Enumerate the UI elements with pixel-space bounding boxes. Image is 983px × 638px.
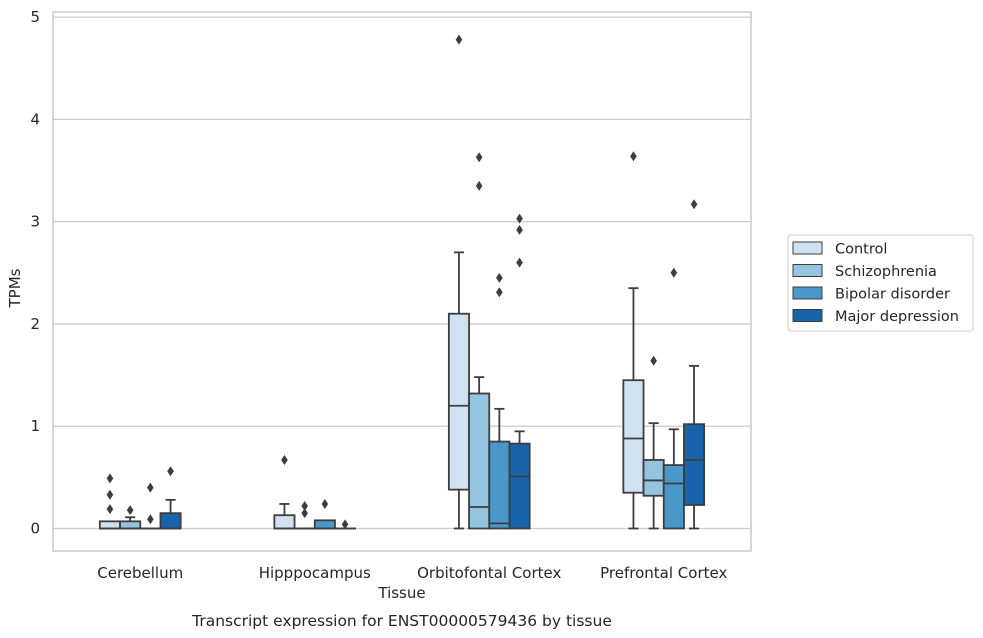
box-0-0 <box>98 473 121 530</box>
box-3-1 <box>642 355 665 530</box>
box-0-3 <box>159 466 182 530</box>
legend-swatch <box>792 286 823 300</box>
box-3-3 <box>683 199 706 530</box>
y-tick-label: 5 <box>30 8 40 26</box>
outlier-point <box>670 267 678 278</box>
box-body <box>683 423 706 506</box>
box-body <box>313 519 336 530</box>
legend: Control Schizophrenia Bipolar disorder Majo… <box>787 234 974 332</box>
box-0-1 <box>119 505 142 530</box>
legend-entry-label: Major depression <box>835 309 959 325</box>
legend-swatch <box>792 264 823 277</box>
y-tick-label: 2 <box>30 315 40 333</box>
box-2-0 <box>447 34 470 530</box>
outlier-point <box>516 213 523 224</box>
box-body <box>622 379 645 494</box>
box-3-2 <box>662 267 685 530</box>
box-1-3 <box>334 519 357 530</box>
outlier-point <box>301 500 308 511</box>
outlier-point <box>516 257 523 268</box>
y-tick-labels: 0 1 2 3 4 5 <box>30 8 40 537</box>
x-tick-labels: Cerebellum Hipppocampus Orbitofontal Corte… <box>97 564 727 582</box>
outlier-point <box>106 504 114 515</box>
legend-swatch <box>792 309 823 322</box>
outlier-point <box>516 224 523 235</box>
x-tick-label: Orbitofontal Cortex <box>417 564 561 582</box>
box-body <box>159 512 182 530</box>
box-1-1 <box>293 500 316 530</box>
outlier-point <box>496 287 503 298</box>
outlier-point <box>496 272 503 283</box>
outlier-point <box>106 473 114 484</box>
box-3-0 <box>622 151 645 530</box>
outlier-point <box>147 482 154 493</box>
box-1-0 <box>273 454 296 530</box>
box-0-2 <box>139 482 162 530</box>
x-tick-label: Hipppocampus <box>259 564 371 582</box>
box-body <box>508 442 531 530</box>
outlier-point <box>301 508 308 519</box>
outlier-point <box>455 34 463 45</box>
gridlines <box>53 16 751 530</box>
outlier-point <box>126 505 134 516</box>
x-axis-label: Tissue <box>377 584 425 602</box>
box-2-3 <box>508 213 531 530</box>
outlier-point <box>321 498 329 509</box>
box-body <box>273 514 296 530</box>
box-1-2 <box>313 498 336 530</box>
legend-entry-label: Schizophrenia <box>835 264 937 280</box>
outlier-point <box>475 180 483 191</box>
box-body <box>488 440 511 530</box>
outlier-point <box>650 355 657 366</box>
box-body <box>662 464 685 530</box>
y-axis-label: TPMs <box>6 268 24 308</box>
outlier-point <box>475 152 483 163</box>
x-tick-label: Prefrontal Cortex <box>600 564 727 582</box>
box-body <box>98 520 121 530</box>
outlier-point <box>281 454 288 465</box>
box-body <box>468 392 491 530</box>
box-series <box>98 34 706 530</box>
y-tick-label: 3 <box>30 213 40 231</box>
outlier-point <box>690 199 698 210</box>
outlier-point <box>630 151 637 162</box>
legend-entry-label: Control <box>835 242 887 258</box>
outlier-point <box>341 519 349 530</box>
box-2-2 <box>488 272 511 530</box>
outlier-point <box>147 514 154 525</box>
y-tick-label: 0 <box>30 519 40 537</box>
box-2-1 <box>468 152 491 530</box>
legend-swatch <box>792 241 823 255</box>
outlier-point <box>167 466 174 477</box>
y-tick-label: 1 <box>30 417 40 435</box>
box-body <box>447 312 470 491</box>
legend-frame <box>787 234 974 332</box>
box-body <box>642 459 665 497</box>
legend-entry-label: Bipolar disorder <box>835 287 950 303</box>
chart-caption: Transcript expression for ENST0000057943… <box>191 612 612 630</box>
box-body <box>119 520 142 530</box>
plot-frame <box>52 11 752 552</box>
x-tick-label: Cerebellum <box>97 564 183 582</box>
outlier-point <box>106 489 114 500</box>
y-tick-label: 4 <box>30 110 40 128</box>
